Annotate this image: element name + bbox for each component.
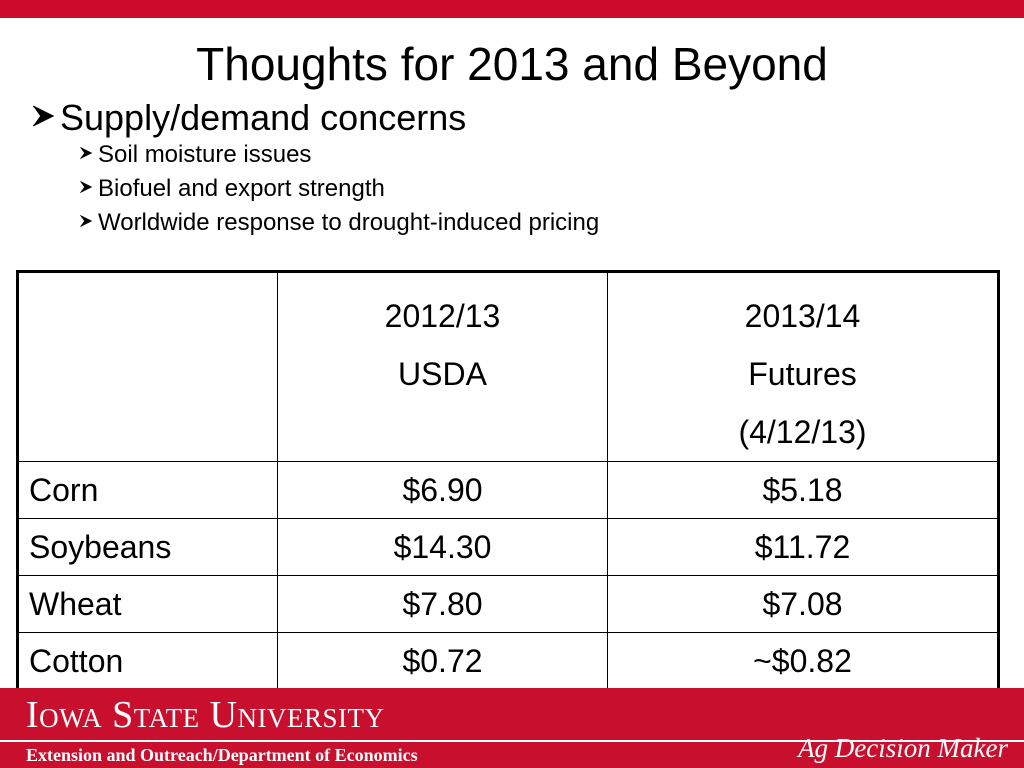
futures-price: ~$0.82: [607, 632, 999, 691]
table-row: Soybeans $14.30 $11.72: [17, 518, 999, 576]
bullet-list: Supply/demand concerns Soil moisture iss…: [28, 98, 599, 240]
futures-price: $11.72: [607, 518, 999, 576]
footer-divider: [0, 740, 1024, 742]
crop-name: Cotton: [17, 632, 278, 691]
bullet-main: Supply/demand concerns: [28, 98, 599, 138]
arrowhead-bullet-icon: [76, 172, 96, 206]
header-futures-2013-14: 2013/14 Futures (4/12/13): [607, 271, 999, 462]
table-header-row: 2012/13 USDA 2013/14 Futures (4/12/13): [17, 271, 999, 462]
arrowhead-bullet-icon: [76, 138, 96, 172]
header-empty-cell: [17, 271, 278, 462]
department-name: Extension and Outreach/Department of Eco…: [26, 745, 418, 765]
arrowhead-bullet-icon: [76, 206, 96, 240]
ag-decision-maker-brand: Ag Decision Maker: [798, 733, 1008, 763]
header-line: (4/12/13): [738, 414, 867, 450]
usda-price: $6.90: [277, 461, 608, 519]
header-line: 2013/14: [744, 298, 861, 334]
header-usda-2012-13: 2012/13 USDA: [277, 271, 608, 462]
top-accent-bar: [0, 0, 1024, 18]
futures-price: $7.08: [607, 575, 999, 633]
crop-name: Wheat: [17, 575, 278, 633]
header-line: Futures: [748, 356, 857, 392]
crop-name: Corn: [17, 461, 278, 519]
price-table: 2012/13 USDA 2013/14 Futures (4/12/13) C…: [16, 270, 1000, 692]
table-row: Wheat $7.80 $7.08: [17, 575, 999, 633]
university-logo: Iowa State University: [26, 694, 385, 736]
sub-bullet: Biofuel and export strength: [76, 172, 599, 206]
sub-bullet-text: Soil moisture issues: [98, 141, 312, 168]
sub-bullet: Worldwide response to drought-induced pr…: [76, 206, 599, 240]
footer-bar: [0, 688, 1024, 768]
sub-bullet: Soil moisture issues: [76, 138, 599, 172]
futures-price: $5.18: [607, 461, 999, 519]
usda-price: $0.72: [277, 632, 608, 691]
table-row: Cotton $0.72 ~$0.82: [17, 632, 999, 691]
usda-price: $14.30: [277, 518, 608, 576]
table-row: Corn $6.90 $5.18: [17, 461, 999, 519]
header-line: 2012/13: [384, 298, 501, 334]
sub-bullet-text: Biofuel and export strength: [98, 175, 385, 202]
header-line: USDA: [398, 356, 487, 392]
bullet-main-text: Supply/demand concerns: [60, 97, 467, 138]
arrowhead-bullet-icon: [28, 98, 58, 138]
slide-title: Thoughts for 2013 and Beyond: [196, 38, 828, 90]
sub-bullet-text: Worldwide response to drought-induced pr…: [98, 209, 600, 236]
usda-price: $7.80: [277, 575, 608, 633]
crop-name: Soybeans: [17, 518, 278, 576]
